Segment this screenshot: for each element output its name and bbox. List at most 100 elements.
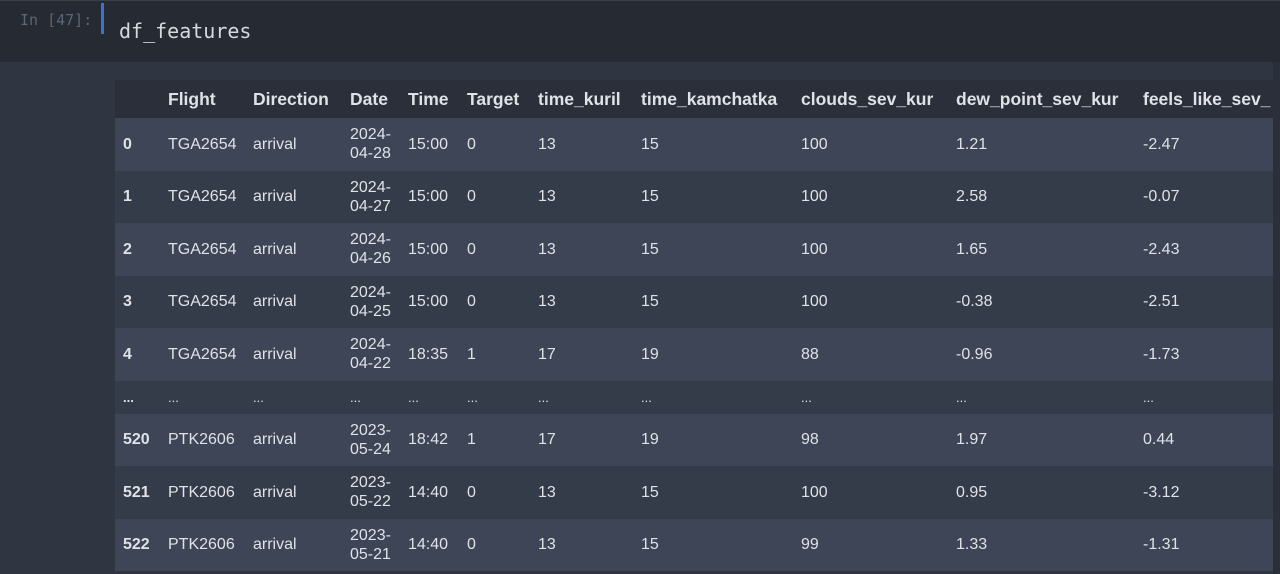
dataframe-output: Flight Direction Date Time Target time_kuril t… <box>115 80 1273 574</box>
column-header: Date <box>342 80 400 118</box>
column-header: clouds_sev_kur <box>793 80 948 118</box>
table-cell: TGA2654 <box>160 275 245 328</box>
active-cell-indicator <box>101 3 104 34</box>
table-cell: 13 <box>530 223 633 276</box>
column-header: Flight <box>160 80 245 118</box>
ellipsis-row: ................................. <box>115 380 1273 414</box>
table-cell: 14:40 <box>400 518 459 571</box>
table-cell: ... <box>530 380 633 414</box>
table-cell: 0.95 <box>948 466 1135 519</box>
row-index: 4 <box>115 328 160 381</box>
table-row: 521 PTK2606 arrival 2023- 05-22 14:40 0 13 15 10… <box>115 466 1273 519</box>
table-cell: 18:35 <box>400 328 459 381</box>
table-cell: ... <box>948 380 1135 414</box>
table-cell: 1 <box>459 413 530 466</box>
row-index: 3 <box>115 275 160 328</box>
table-cell: 1.65 <box>948 223 1135 276</box>
table-cell: ... <box>342 380 400 414</box>
table-cell: 100 <box>793 223 948 276</box>
code-editor[interactable]: df_features <box>119 19 252 43</box>
table-cell: arrival <box>245 275 342 328</box>
table-cell: PTK2606 <box>160 413 245 466</box>
table-cell: arrival <box>245 170 342 223</box>
table-cell: 100 <box>793 118 948 171</box>
code-input-cell[interactable]: In [47]: df_features <box>0 0 1280 62</box>
table-cell: ... <box>400 380 459 414</box>
table-cell: ... <box>1135 380 1273 414</box>
table-cell: 100 <box>793 466 948 519</box>
table-cell: 1.33 <box>948 518 1135 571</box>
table-cell: PTK2606 <box>160 518 245 571</box>
column-header: time_kuril <box>530 80 633 118</box>
table-cell: 15:00 <box>400 275 459 328</box>
table-cell: TGA2654 <box>160 118 245 171</box>
table-cell: 2023- 05-21 <box>342 518 400 571</box>
column-header: feels_like_sev_ <box>1135 80 1273 118</box>
table-cell: arrival <box>245 413 342 466</box>
table-row: 3 TGA2654 arrival 2024- 04-25 15:00 0 13 15 100-… <box>115 275 1273 328</box>
row-index: ... <box>115 380 160 414</box>
table-cell: 19 <box>633 413 793 466</box>
table-cell: -1.31 <box>1135 518 1273 571</box>
table-cell: -0.38 <box>948 275 1135 328</box>
table-cell: 15 <box>633 518 793 571</box>
horizontal-scroll-edge[interactable] <box>1273 62 1280 574</box>
table-cell: 100 <box>793 170 948 223</box>
table-cell: 15 <box>633 118 793 171</box>
table-cell: 13 <box>530 275 633 328</box>
column-header <box>115 80 160 118</box>
table-cell: 19 <box>633 328 793 381</box>
table-cell: 2023- 05-22 <box>342 466 400 519</box>
table-cell: ... <box>459 380 530 414</box>
table-cell: 1.97 <box>948 413 1135 466</box>
input-prompt: In [47]: <box>20 11 93 29</box>
table-cell: -2.47 <box>1135 118 1273 171</box>
table-cell: arrival <box>245 223 342 276</box>
table-cell: 0.44 <box>1135 413 1273 466</box>
table-cell: -1.73 <box>1135 328 1273 381</box>
column-header: time_kamchatka <box>633 80 793 118</box>
row-index: 521 <box>115 466 160 519</box>
table-cell: 15 <box>633 170 793 223</box>
table-cell: PTK2606 <box>160 466 245 519</box>
table-cell: 2024- 04-26 <box>342 223 400 276</box>
table-row: 4 TGA2654 arrival 2024- 04-22 18:35 1 17 19 88 -0… <box>115 328 1273 381</box>
table-cell: 18:42 <box>400 413 459 466</box>
table-row: 1 TGA2654 arrival 2024- 04-27 15:00 0 13 15 100 2… <box>115 170 1273 223</box>
row-index: 1 <box>115 170 160 223</box>
table-cell: ... <box>245 380 342 414</box>
table-cell: 13 <box>530 466 633 519</box>
row-index: 0 <box>115 118 160 171</box>
table-cell: ... <box>160 380 245 414</box>
table-cell: 2024- 04-22 <box>342 328 400 381</box>
row-index: 522 <box>115 518 160 571</box>
table-cell: 0 <box>459 170 530 223</box>
table-row: 520 PTK2606 arrival 2023- 05-24 18:42 1 17 19 98… <box>115 413 1273 466</box>
dataframe-table: Flight Direction Date Time Target time_kuril t… <box>115 80 1273 571</box>
table-cell: 0 <box>459 466 530 519</box>
table-row: 2 TGA2654 arrival 2024- 04-26 15:00 0 13 15 100 1… <box>115 223 1273 276</box>
table-cell: 88 <box>793 328 948 381</box>
table-cell: 15 <box>633 275 793 328</box>
table-cell: 99 <box>793 518 948 571</box>
table-cell: -2.51 <box>1135 275 1273 328</box>
table-cell: arrival <box>245 118 342 171</box>
column-header: Target <box>459 80 530 118</box>
table-cell: 0 <box>459 518 530 571</box>
table-cell: 2.58 <box>948 170 1135 223</box>
table-cell: 1.21 <box>948 118 1135 171</box>
table-cell: arrival <box>245 328 342 381</box>
table-cell: 13 <box>530 518 633 571</box>
table-cell: 17 <box>530 328 633 381</box>
table-cell: TGA2654 <box>160 223 245 276</box>
table-cell: 0 <box>459 275 530 328</box>
table-cell: 13 <box>530 118 633 171</box>
table-cell: 98 <box>793 413 948 466</box>
table-cell: -3.12 <box>1135 466 1273 519</box>
table-cell: TGA2654 <box>160 170 245 223</box>
table-cell: 2023- 05-24 <box>342 413 400 466</box>
row-index: 520 <box>115 413 160 466</box>
table-row: 522 PTK2606 arrival 2023- 05-21 14:40 0 13 15 99… <box>115 518 1273 571</box>
column-header: dew_point_sev_kur <box>948 80 1135 118</box>
table-cell: -2.43 <box>1135 223 1273 276</box>
